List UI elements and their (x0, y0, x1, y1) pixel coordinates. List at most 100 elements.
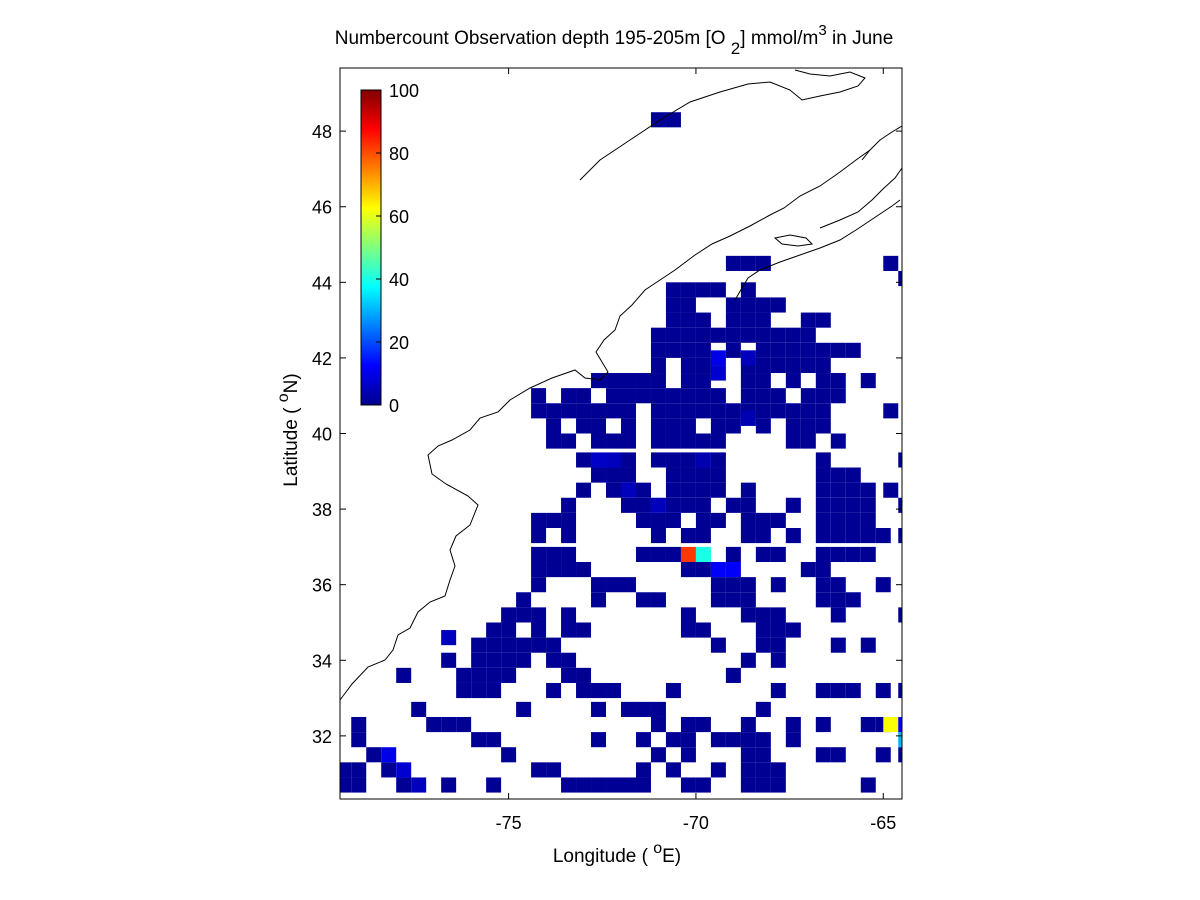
heatmap-cell (815, 512, 831, 528)
heatmap-cell (710, 327, 726, 343)
heatmap-cell (516, 637, 532, 653)
heatmap-cell (695, 282, 711, 298)
heatmap-cell (770, 607, 786, 623)
heatmap-cell (830, 342, 846, 358)
heatmap-cell (635, 732, 651, 748)
heatmap-cell (680, 482, 696, 498)
heatmap-cell (755, 327, 771, 343)
heatmap-cell (695, 482, 711, 498)
heatmap-cell (815, 373, 831, 389)
heatmap-cell (576, 482, 592, 498)
heatmap-cell (471, 652, 487, 668)
heatmap-cell (411, 701, 427, 717)
heatmap-cell (755, 546, 771, 563)
heatmap-cell (621, 388, 636, 404)
heatmap-cell-highlight (650, 497, 666, 513)
heatmap-cell (531, 562, 547, 578)
heatmap-cell (665, 452, 681, 468)
heatmap-cell (680, 562, 696, 578)
heatmap-cell (665, 342, 681, 358)
heatmap-cell (621, 701, 636, 717)
heatmap-cell (695, 512, 711, 528)
heatmap-cell (680, 373, 696, 389)
heatmap-cell (650, 418, 666, 434)
heatmap-cell (710, 403, 726, 419)
heatmap-cell-highlight (710, 562, 726, 578)
heatmap-cell (845, 512, 861, 528)
heatmap-cell (456, 682, 472, 699)
heatmap-cell (770, 577, 786, 593)
heatmap-cell (815, 482, 831, 498)
heatmap-cell (695, 312, 711, 328)
heatmap-cell (785, 622, 801, 638)
heatmap-cell (531, 622, 547, 638)
heatmap-cell (665, 418, 681, 434)
heatmap-cell (710, 388, 726, 404)
heatmap-cell (621, 403, 636, 419)
heatmap-cell (815, 467, 831, 483)
heatmap-cell (755, 388, 771, 404)
heatmap-cell (665, 762, 681, 778)
heatmap-cell (351, 732, 367, 748)
heatmap-cell (815, 546, 831, 563)
heatmap-cell (650, 546, 666, 563)
heatmap-cell (635, 388, 651, 404)
heatmap-cell (591, 592, 607, 608)
heatmap-cell (381, 762, 397, 778)
heatmap-cell-highlight (381, 747, 397, 763)
heatmap-cell (650, 716, 666, 733)
heatmap-cell (486, 667, 502, 683)
heatmap-cell (650, 452, 666, 468)
heatmap-cell (770, 546, 786, 563)
heatmap-cell (621, 373, 636, 389)
heatmap-cell (725, 403, 741, 419)
heatmap-cell (531, 546, 547, 563)
heatmap-cell (695, 716, 711, 733)
heatmap-cell (546, 512, 562, 528)
heatmap-cell (695, 467, 711, 483)
coastline-pei (773, 234, 814, 247)
heatmap-cell (725, 546, 741, 563)
heatmap-cell (576, 667, 592, 683)
heatmap-cell (710, 282, 726, 298)
heatmap-cell (755, 418, 771, 434)
heatmap-cell (441, 716, 457, 733)
colorbar-tick-label: 0 (389, 396, 399, 416)
heatmap-cell (845, 342, 861, 358)
heatmap-cell (710, 732, 726, 748)
heatmap-cell (800, 357, 816, 374)
heatmap-cell (725, 418, 741, 434)
heatmap-cell (650, 747, 666, 763)
heatmap-cell (845, 592, 861, 608)
heatmap-cell (576, 682, 592, 699)
heatmap-cell (635, 373, 651, 389)
coastline-gulf-st-lawrence (579, 69, 866, 181)
heatmap-cell (486, 652, 502, 668)
heatmap-cell (665, 732, 681, 748)
heatmap-cell (770, 388, 786, 404)
heatmap-cell (860, 373, 876, 389)
heatmap-cell (680, 312, 696, 328)
heatmap-cell (591, 732, 607, 748)
heatmap-cell (351, 777, 367, 793)
heatmap-cell (830, 512, 846, 528)
heatmap-cell (486, 732, 502, 748)
y-tick-label: 32 (312, 727, 332, 747)
heatmap-cell (800, 342, 816, 358)
coastline-cape-breton (819, 167, 903, 229)
x-axis: -75 -70 -65 (496, 68, 896, 833)
heatmap-cell (471, 732, 487, 748)
heatmap-cell (456, 716, 472, 733)
y-axis-label-sup: o (275, 393, 292, 402)
heatmap-cell (785, 732, 801, 748)
heatmap-cell (591, 682, 607, 699)
heatmap-cell (531, 512, 547, 528)
heatmap-cell (576, 562, 592, 578)
heatmap-cell (883, 403, 899, 419)
heatmap-cell (725, 592, 741, 608)
heatmap-cell (860, 482, 876, 498)
heatmap-cell (680, 497, 696, 513)
heatmap-cell (898, 270, 902, 287)
heatmap-cell (635, 546, 651, 563)
heatmap-cell (695, 622, 711, 638)
